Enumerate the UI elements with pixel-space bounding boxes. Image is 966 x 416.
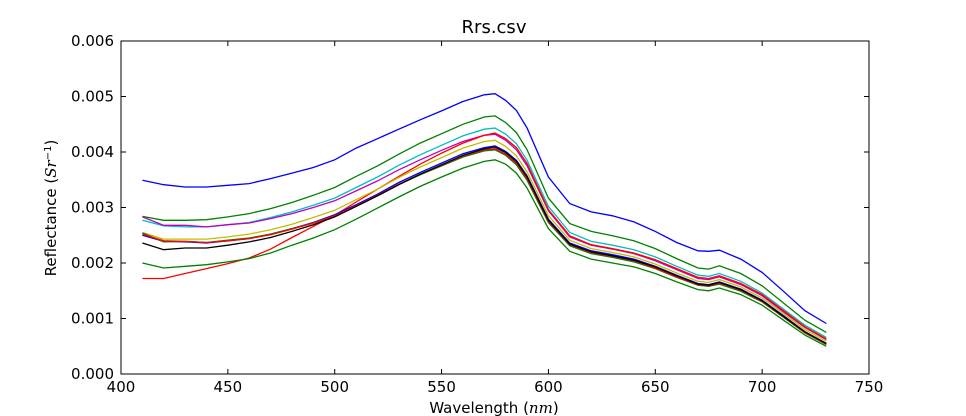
series-line-2 [142,115,827,333]
x-tick-label-450: 450 [214,378,243,396]
x-axis-label-text: Wavelength [429,399,518,416]
y-axis-label-text: Reflectance [42,188,60,276]
x-tick-label-500: 500 [320,378,349,396]
series-line-4 [142,133,827,341]
series-line-6 [142,139,827,342]
x-tick-label-400: 400 [107,378,136,396]
y-axis-unit-open: ( [42,178,60,189]
y-tick-label-2: 0.002 [71,254,114,272]
x-axis-unit: nm [529,399,553,416]
tick-layer: 400 450 500 550 600 650 700 750 0.000 0.001 0.002 0… [71,32,883,396]
y-tick-label-3: 0.003 [71,199,114,217]
x-tick-label-600: 600 [534,378,563,396]
x-tick-label-650: 650 [641,378,670,396]
series-line-10 [142,146,827,345]
series-layer [142,93,827,347]
x-tick-label-750: 750 [855,378,884,396]
x-tick-label-700: 700 [748,378,777,396]
y-axis-unit-exponent: −1 [43,146,54,161]
y-tick-label-1: 0.001 [71,310,114,328]
x-tick-label-550: 550 [427,378,456,396]
y-tick-label-6: 0.006 [71,32,114,50]
y-axis-unit: Sr [42,159,60,177]
series-line-11 [142,159,827,347]
chart-title: Rrs.csv [462,17,527,38]
y-axis-unit-close: ) [42,140,60,146]
x-axis-unit-close: ) [553,399,559,416]
series-line-5 [142,132,827,340]
x-axis-label: Wavelength (nm) [429,399,558,416]
y-tick-label-5: 0.005 [71,88,114,106]
y-axis-label: Reflectance (Sr−1) [42,140,60,277]
series-line-1 [142,93,827,325]
y-tick-label-4: 0.004 [71,143,114,161]
x-axis-unit-open: ( [518,399,529,416]
y-tick-label-0: 0.000 [71,365,114,383]
series-line-3 [142,127,827,338]
